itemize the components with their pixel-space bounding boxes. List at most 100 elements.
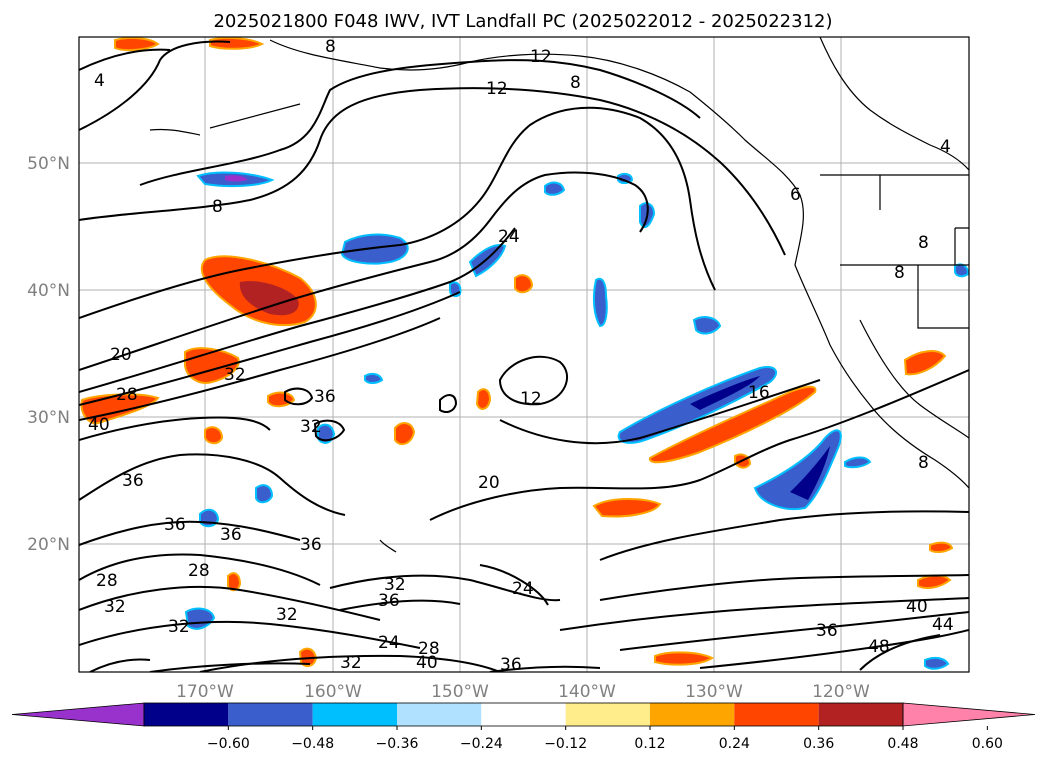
positive-anomaly-12 xyxy=(929,541,954,554)
contour-label: 28 xyxy=(116,385,138,405)
contour-20-east xyxy=(429,369,969,521)
contour-label: 32 xyxy=(384,575,406,595)
pacific-coastline xyxy=(269,39,969,489)
canada-interior-line xyxy=(819,37,969,171)
colorbar-tick-label: 0.60 xyxy=(972,736,1003,752)
lat-label-50n: 50°N xyxy=(27,154,70,174)
contour-label: 12 xyxy=(520,389,542,409)
contour-label: 44 xyxy=(932,615,954,635)
negative-anomaly-16 xyxy=(844,456,872,469)
negative-anomaly-8 xyxy=(317,423,336,444)
colorbar-tick-label: 0.12 xyxy=(634,736,665,752)
contour-label: 32 xyxy=(276,605,298,625)
negative-anomaly-7 xyxy=(692,316,722,335)
negative-anomaly-core-4 xyxy=(225,175,248,182)
contour-16 xyxy=(79,106,716,319)
colorbar-extend-low xyxy=(11,702,145,727)
positive-anomaly-core-1 xyxy=(239,281,299,316)
positive-anomaly-16 xyxy=(514,274,534,294)
colorbar-tick-label: −0.24 xyxy=(460,736,503,752)
contour-label: 24 xyxy=(512,579,534,599)
negative-anomaly-2 xyxy=(753,429,842,510)
contour-16-east xyxy=(499,379,821,445)
contour-label: 36 xyxy=(378,591,400,611)
contour-12-outer xyxy=(79,87,786,256)
negative-anomaly-core-2 xyxy=(790,446,830,500)
colorbar-extend-high xyxy=(902,702,1036,727)
contour-12-closed xyxy=(498,355,569,406)
contour-36-d xyxy=(339,599,461,611)
contour-label: 40 xyxy=(416,653,438,673)
contour-24-east xyxy=(599,510,969,561)
map-title: 2025021800 F048 IWV, IVT Landfall PC (20… xyxy=(213,11,832,32)
colorbar-segment xyxy=(144,703,229,726)
colorbar: −0.60 −0.48 −0.36 −0.24 −0.12 0.12 0.24 0.36 0.4… xyxy=(11,702,1036,752)
positive-anomaly-7 xyxy=(114,37,160,52)
latitude-labels: 50°N 40°N 30°N 20°N xyxy=(27,154,70,555)
contour-36-south xyxy=(489,665,601,672)
contour-label: 4 xyxy=(94,71,105,91)
hawaii xyxy=(379,539,397,553)
colorbar-segment xyxy=(734,703,819,726)
map-panel: 8 12 12 8 4 4 8 20 24 28 32 36 40 32 36 … xyxy=(78,36,970,673)
positive-anomaly-9 xyxy=(394,422,416,446)
aleutian-arc-2 xyxy=(209,103,301,129)
contour-label: 28 xyxy=(188,561,210,581)
contour-label: 24 xyxy=(378,633,400,653)
contour-label: 12 xyxy=(530,47,552,67)
lon-label-170w: 170°W xyxy=(176,682,234,702)
contour-36-east xyxy=(559,597,969,631)
colorbar-segment xyxy=(565,703,650,726)
colorbar-frame xyxy=(143,702,904,727)
contour-label: 28 xyxy=(96,571,118,591)
contour-label: 6 xyxy=(790,185,801,205)
negative-anomaly-11 xyxy=(255,484,274,504)
contour-36-b xyxy=(79,453,346,516)
contour-36 xyxy=(79,416,271,441)
colorbar-tick-label: 0.36 xyxy=(803,736,834,752)
positive-anomaly-19 xyxy=(204,426,224,445)
colorbar-segment xyxy=(818,703,903,726)
colorbar-segment xyxy=(397,703,482,726)
contour-24 xyxy=(79,227,516,393)
positive-anomaly-6 xyxy=(903,350,947,376)
negative-anomaly-13 xyxy=(544,181,566,196)
negative-anomaly-5 xyxy=(468,244,507,278)
contour-36-c xyxy=(79,620,421,649)
negative-anomaly-19 xyxy=(954,263,969,278)
colorbar-tick-label: −0.48 xyxy=(291,736,334,752)
colorbar-tick-label: −0.12 xyxy=(544,736,587,752)
positive-anomaly-5 xyxy=(592,498,662,518)
lon-label-150w: 150°W xyxy=(431,682,489,702)
contour-labels: 8 12 12 8 4 4 8 20 24 28 32 36 40 32 36 … xyxy=(88,37,954,673)
colorbar-tick-label: 0.24 xyxy=(719,736,750,752)
contour-label: 20 xyxy=(478,473,500,493)
pc-shading xyxy=(80,37,969,670)
contour-4 xyxy=(79,48,171,71)
lon-label-160w: 160°W xyxy=(304,682,362,702)
contour-44-east xyxy=(699,629,969,669)
contour-label: 4 xyxy=(940,137,951,157)
colorbar-tick-label: 0.48 xyxy=(887,736,918,752)
longitude-labels: 170°W 160°W 150°W 140°W 130°W 120°W xyxy=(176,682,870,702)
colorbar-segment xyxy=(481,703,566,726)
negative-anomaly-14 xyxy=(364,372,384,384)
contour-label: 40 xyxy=(906,597,928,617)
negative-anomaly-17 xyxy=(617,172,634,184)
contour-label: 8 xyxy=(570,73,581,93)
contour-small-2 xyxy=(284,387,314,406)
contour-32-sw xyxy=(89,658,151,672)
contour-8 xyxy=(139,59,701,186)
contour-label: 36 xyxy=(300,535,322,555)
negative-anomaly-15 xyxy=(924,656,950,670)
lat-label-20n: 20°N xyxy=(27,535,70,555)
contour-label: 32 xyxy=(104,597,126,617)
positive-anomaly-10 xyxy=(475,388,492,410)
positive-anomaly-4 xyxy=(649,385,817,464)
contour-label: 48 xyxy=(868,637,890,657)
iwv-contours xyxy=(79,40,969,672)
colorbar-tick-label: −0.60 xyxy=(207,736,250,752)
contour-label: 32 xyxy=(224,365,246,385)
contour-40-east xyxy=(619,611,969,651)
